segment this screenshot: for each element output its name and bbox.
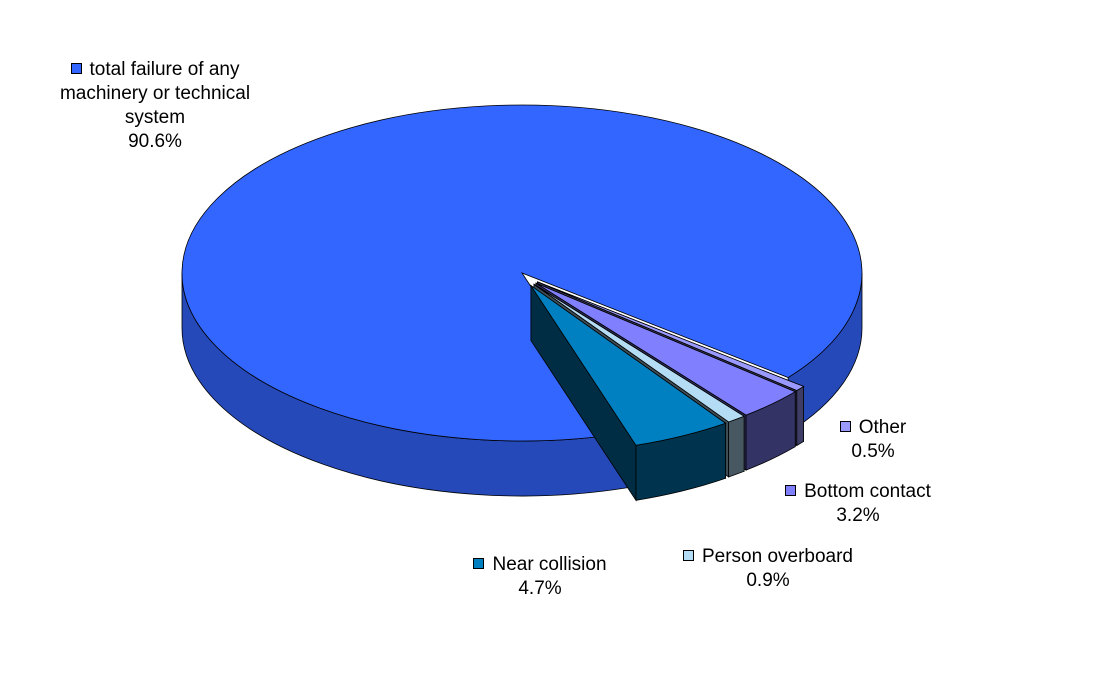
label-value: 0.5% [851,441,895,462]
legend-marker [70,63,82,74]
label-name: Near collision [492,554,607,575]
data-label: total failure of any machinery or techni… [55,58,255,154]
label-value: 3.2% [836,505,880,526]
slice [533,283,745,423]
data-label: Bottom contact 3.2% [758,480,958,528]
legend-marker [473,558,485,569]
label-name: Bottom contact [804,481,931,502]
slice-side [728,415,745,478]
data-label: Person overboard 0.9% [658,545,878,593]
data-label: Other 0.5% [813,416,933,464]
slice-side [796,385,804,447]
label-name: Person overboard [701,546,854,567]
label-value: 90.6% [128,131,182,152]
label-name: total failure of any machinery or techni… [59,59,251,128]
slice [537,281,805,391]
legend-marker [839,421,851,432]
slice [181,104,863,442]
legend-marker [785,485,797,496]
slice [530,285,727,446]
label-value: 0.9% [746,570,790,591]
data-label: Near collision 4.7% [440,553,640,601]
label-name: Other [858,417,907,438]
legend-marker [682,550,694,561]
label-value: 4.7% [518,578,562,599]
slice [535,282,797,416]
